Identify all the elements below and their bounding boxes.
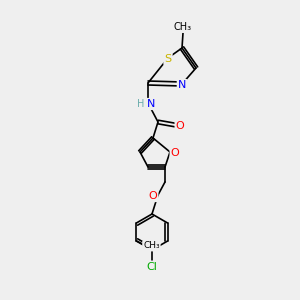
Text: Cl: Cl	[147, 262, 158, 272]
Text: N: N	[178, 80, 186, 90]
Text: O: O	[171, 148, 179, 158]
Text: H: H	[137, 99, 145, 109]
Text: S: S	[164, 54, 172, 64]
Text: N: N	[147, 99, 155, 109]
Text: O: O	[148, 191, 158, 201]
Text: CH₃: CH₃	[174, 22, 192, 32]
Text: CH₃: CH₃	[143, 242, 160, 250]
Text: O: O	[176, 121, 184, 131]
